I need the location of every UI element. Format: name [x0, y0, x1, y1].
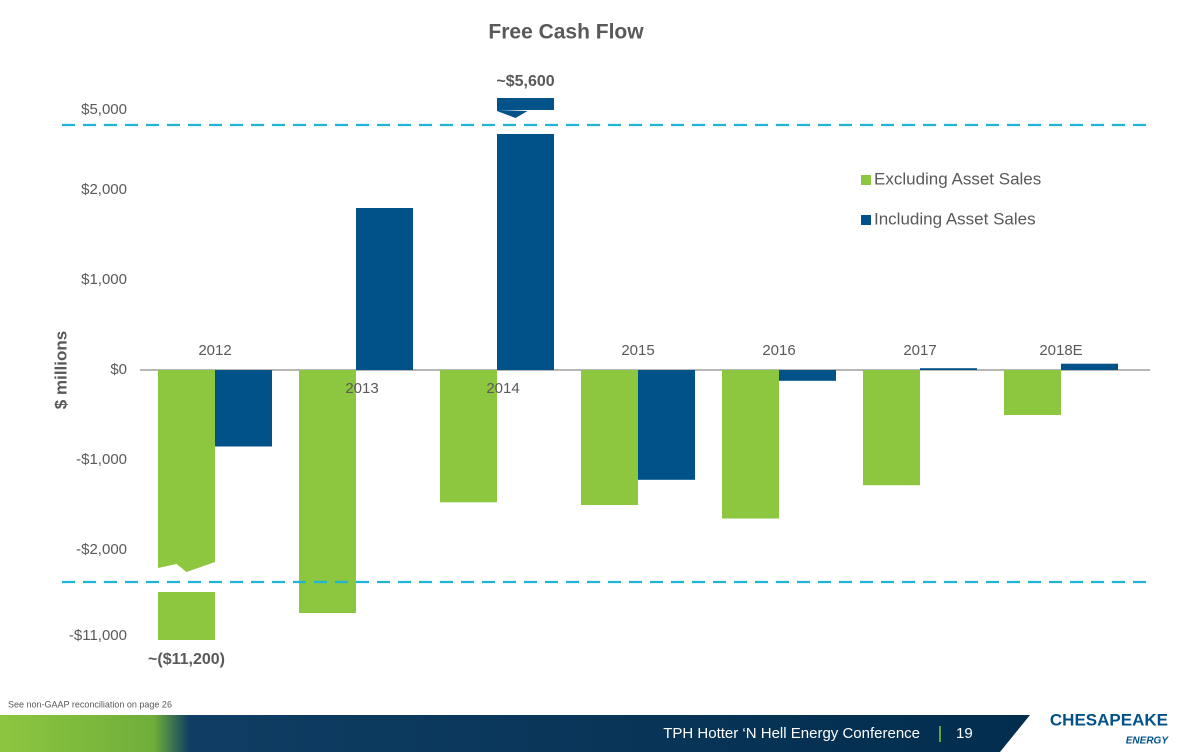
x-tick-label: 2017	[903, 342, 936, 359]
axis-break	[497, 110, 554, 134]
y-axis-label: $ millions	[51, 331, 70, 409]
plot: $5,000 $2,000 $1,000 $0 -$1,000 -$2,000 -$11,0…	[62, 73, 1150, 668]
bar	[356, 208, 413, 370]
legend-swatch	[861, 215, 871, 225]
bar	[215, 370, 272, 447]
value-label: ~($11,200)	[148, 651, 225, 668]
bar	[158, 370, 215, 640]
bar	[581, 370, 638, 505]
bar	[497, 98, 554, 370]
legend-label: Excluding Asset Sales	[874, 169, 1041, 188]
bar	[1061, 363, 1118, 370]
bar	[1004, 370, 1061, 415]
x-tick-label: 2012	[198, 342, 231, 359]
bar	[779, 370, 836, 381]
y-tick-label: $2,000	[81, 181, 127, 198]
x-tick-label: 2014	[486, 380, 519, 397]
footer-band	[0, 715, 1185, 752]
bar	[299, 370, 356, 613]
y-tick-label: $5,000	[81, 101, 127, 118]
y-tick-label: $0	[110, 361, 127, 378]
page-number: 19	[956, 725, 973, 742]
bar	[863, 370, 920, 486]
x-tick-label: 2018E	[1039, 342, 1082, 359]
value-label: ~$5,600	[496, 73, 554, 90]
bar	[440, 370, 497, 503]
y-tick-label: -$2,000	[76, 541, 127, 558]
x-tick-label: 2015	[621, 342, 654, 359]
x-tick-label: 2013	[345, 380, 378, 397]
bar	[920, 368, 977, 370]
x-tick-label: 2016	[762, 342, 795, 359]
legend-swatch	[861, 175, 871, 185]
bar	[638, 370, 695, 480]
logo-area	[1000, 715, 1185, 752]
conference: TPH Hotter ‘N Hell Energy Conference	[663, 725, 920, 742]
y-tick-label: -$11,000	[69, 627, 127, 644]
chart-title: Free Cash Flow	[488, 21, 644, 44]
y-tick-label: $1,000	[81, 271, 127, 288]
logo-sub: ENERGY	[1126, 736, 1170, 747]
y-tick-label: -$1,000	[76, 451, 127, 468]
logo: CHESAPEAKE	[1050, 710, 1168, 729]
axis-break	[158, 562, 215, 592]
legend-label: Including Asset Sales	[874, 209, 1036, 228]
bar	[722, 370, 779, 519]
footnote: See non-GAAP reconciliation on page 26	[8, 699, 172, 709]
